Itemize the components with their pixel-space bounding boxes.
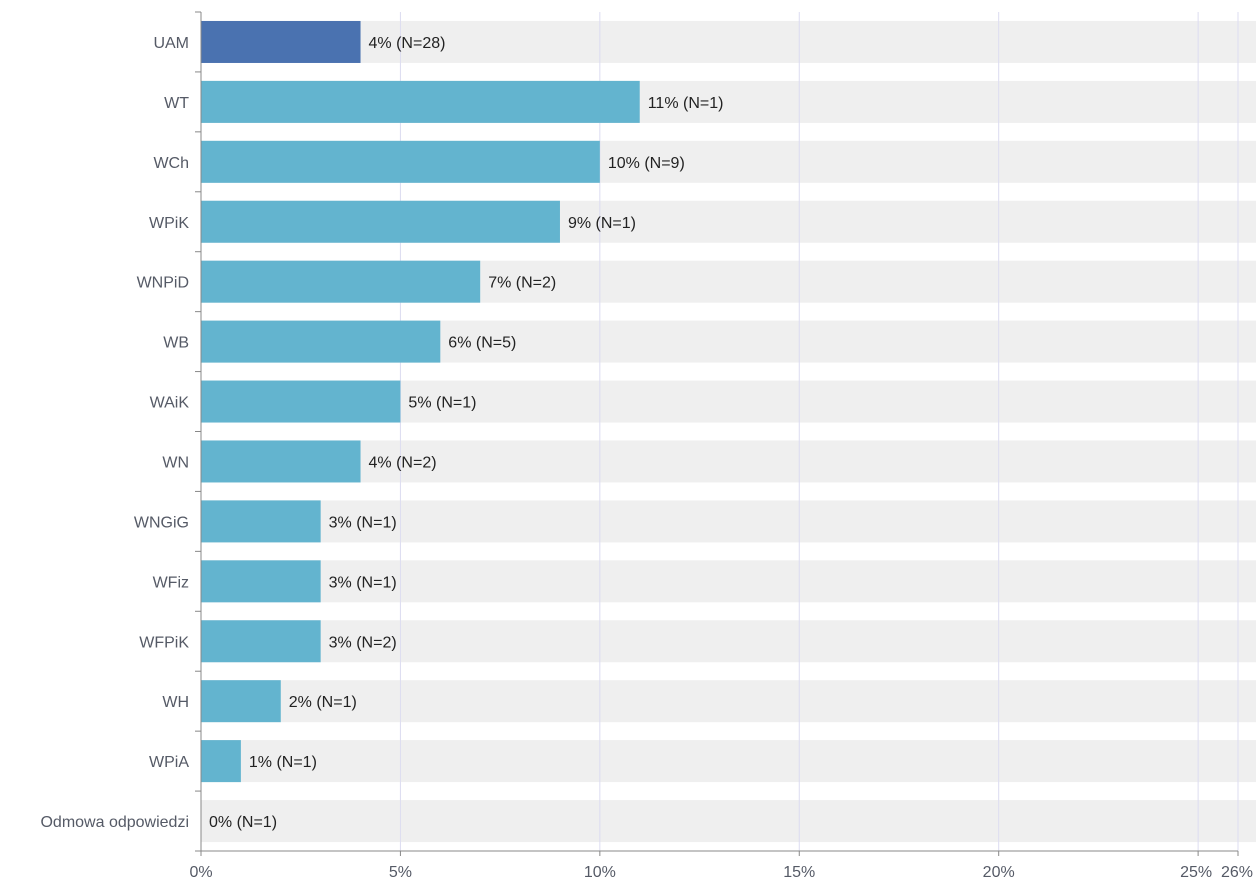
data-label: 1% (N=1) <box>249 754 317 771</box>
row-background <box>201 560 1256 603</box>
category-label: WCh <box>153 155 189 172</box>
bar <box>201 200 560 243</box>
bar <box>201 620 321 663</box>
data-label: 3% (N=1) <box>329 574 397 591</box>
category-label: WAiK <box>150 395 190 412</box>
bar <box>201 440 361 483</box>
data-label: 0% (N=1) <box>209 814 277 831</box>
bar <box>201 260 481 303</box>
data-label: 10% (N=9) <box>608 155 685 172</box>
category-label: WN <box>162 454 189 471</box>
x-tick-label: 26% <box>1221 864 1253 881</box>
category-label: WT <box>164 95 189 112</box>
bar <box>201 140 600 183</box>
data-label: 5% (N=1) <box>408 395 476 412</box>
data-label: 3% (N=2) <box>329 634 397 651</box>
x-tick-label: 15% <box>783 864 815 881</box>
bar <box>201 500 321 543</box>
category-label: WPiK <box>149 215 189 232</box>
row-background <box>201 440 1256 483</box>
x-tick-label: 0% <box>189 864 212 881</box>
data-label: 9% (N=1) <box>568 215 636 232</box>
category-label: WB <box>163 335 189 352</box>
row-background <box>201 500 1256 543</box>
row-background <box>201 800 1256 843</box>
x-tick-label: 5% <box>389 864 412 881</box>
bar <box>201 680 281 723</box>
x-tick-label: 20% <box>983 864 1015 881</box>
row-background <box>201 680 1256 723</box>
bar <box>201 560 321 603</box>
bar <box>201 380 401 423</box>
data-label: 6% (N=5) <box>448 335 516 352</box>
row-background <box>201 20 1256 63</box>
bar <box>201 740 241 783</box>
data-label: 7% (N=2) <box>488 275 556 292</box>
bar <box>201 80 640 123</box>
data-label: 11% (N=1) <box>648 95 724 112</box>
data-label: 4% (N=2) <box>369 454 437 471</box>
data-label: 3% (N=1) <box>329 514 397 531</box>
category-label: WFiz <box>153 574 189 591</box>
x-tick-label: 10% <box>584 864 616 881</box>
data-label: 2% (N=1) <box>289 694 357 711</box>
row-background <box>201 620 1256 663</box>
bar <box>201 320 441 363</box>
data-label: 4% (N=28) <box>369 35 446 52</box>
row-background <box>201 740 1256 783</box>
category-label: WNPiD <box>137 275 189 292</box>
category-label: WNGiG <box>134 514 189 531</box>
x-tick-label: 25% <box>1180 864 1212 881</box>
category-label: Odmowa odpowiedzi <box>40 814 189 831</box>
category-label: WH <box>162 694 189 711</box>
category-label: WPiA <box>149 754 189 771</box>
category-label: UAM <box>153 35 189 52</box>
bar <box>201 20 361 63</box>
category-label: WFPiK <box>139 634 189 651</box>
